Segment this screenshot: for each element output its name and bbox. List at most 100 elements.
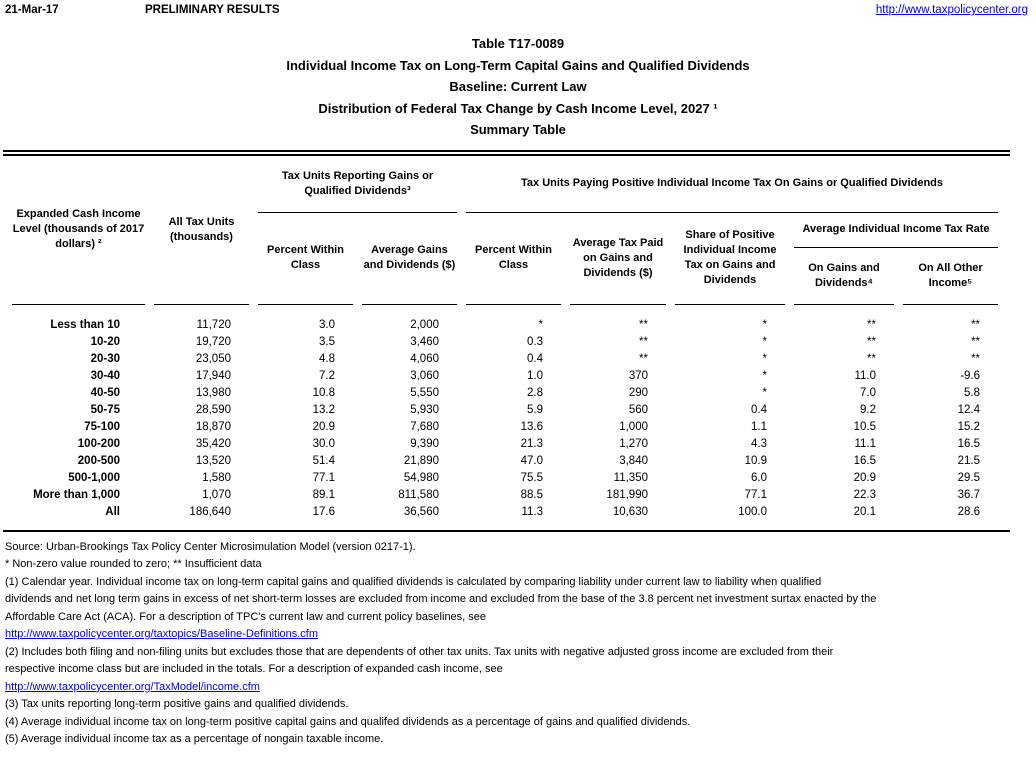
cell-value: 89.1 <box>312 489 335 501</box>
group-header-paying-tax: Tax Units Paying Positive Individual Inc… <box>466 156 999 213</box>
cell-value: 21.5 <box>957 455 981 467</box>
cell-value: 1,270 <box>619 438 648 450</box>
cell-value: * <box>762 387 767 399</box>
cell-value: 4.8 <box>319 353 335 365</box>
row-label: 50-75 <box>90 404 120 416</box>
row-label: 30-40 <box>90 370 120 382</box>
cell-value: 13.2 <box>312 404 335 416</box>
cell-value: ** <box>867 336 876 348</box>
group-header-average-tax-rate: Average Individual Income Tax Rate <box>794 213 999 248</box>
cell-value: 1,000 <box>619 421 648 433</box>
cell-value: 10.8 <box>312 387 335 399</box>
row-label: Less than 10 <box>50 319 120 331</box>
cell-value: 1,070 <box>202 489 231 501</box>
site-url-link[interactable]: http://www.taxpolicycenter.org <box>875 4 1028 16</box>
cell-value: 13.6 <box>520 421 543 433</box>
row-label: 200-500 <box>77 455 120 467</box>
cell-value: 186,640 <box>189 506 231 518</box>
cell-value: 47.0 <box>520 455 543 467</box>
cell-value: 7.0 <box>860 387 876 399</box>
cell-value: 16.5 <box>853 455 876 467</box>
table-row: 30-40 17,940 7.2 3,060 1.0 370 * 11.0 -9.6 <box>12 368 998 385</box>
table-row: 50-75 28,590 13.2 5,930 5.9 560 0.4 9.2 12.4 <box>12 402 998 419</box>
footnote-line: (1) Calendar year. Individual income tax… <box>5 575 822 588</box>
cell-value: 88.5 <box>520 489 543 501</box>
cell-value: 36,560 <box>403 506 439 518</box>
cell-value: 28,590 <box>195 404 231 416</box>
cell-value: 19,720 <box>195 336 231 348</box>
cell-value: 28.6 <box>957 506 981 518</box>
cell-value: * <box>762 353 767 365</box>
cell-value: 11,720 <box>196 319 231 331</box>
row-label: 20-30 <box>90 353 120 365</box>
cell-value: 35,420 <box>195 438 231 450</box>
cell-value: 36.7 <box>957 489 981 501</box>
cell-value: 1,580 <box>202 472 231 484</box>
cell-value: 1.0 <box>527 370 543 382</box>
footnote-line: (2) Includes both filing and non-filing … <box>5 645 834 658</box>
cell-value: 7.2 <box>319 370 335 382</box>
row-label: All <box>105 506 120 518</box>
cell-value: 77.1 <box>744 489 767 501</box>
footnotes: Source: Urban-Brookings Tax Policy Cente… <box>5 539 1036 749</box>
col-header-share-positive-tax: Share of Positive Individual Income Tax … <box>675 213 785 305</box>
cell-value: 20.9 <box>312 421 335 433</box>
col-header-income-level: Expanded Cash Income Level (thousands of… <box>12 156 145 305</box>
cell-value: 0.4 <box>751 404 767 416</box>
cell-value: 290 <box>628 387 648 399</box>
cell-value: 7,680 <box>410 421 439 433</box>
cell-value: 4,060 <box>410 353 439 365</box>
col-header-percent-within-class-reporting: Percent Within Class <box>258 213 353 305</box>
table-row: 500-1,000 1,580 77.1 54,980 75.5 11,350 6.0 20.… <box>12 470 998 487</box>
preliminary-results-label: PRELIMINARY RESULTS <box>145 4 280 16</box>
cell-value: * <box>538 319 543 331</box>
baseline-title: Baseline: Current Law <box>449 79 587 94</box>
cell-value: 3.0 <box>319 319 335 331</box>
cell-value: 15.2 <box>957 421 981 433</box>
cell-value: 75.5 <box>520 472 543 484</box>
col-header-average-tax-paid: Average Tax Paid on Gains and Dividends … <box>570 213 666 305</box>
cell-value: 5.9 <box>527 404 543 416</box>
cell-value: 11.3 <box>521 506 543 518</box>
cell-value: ** <box>867 353 876 365</box>
cell-value: 3,460 <box>410 336 439 348</box>
cell-value: 11.0 <box>854 370 876 382</box>
footnote-link[interactable]: http://www.taxpolicycenter.org/TaxModel/… <box>5 680 260 693</box>
cell-value: 5,930 <box>410 404 439 416</box>
table-row: 200-500 13,520 51.4 21,890 47.0 3,840 10.9 16.5… <box>12 453 998 470</box>
col-header-percent-within-class-paying: Percent Within Class <box>466 213 561 305</box>
cell-value: * <box>762 370 767 382</box>
cell-value: 9,390 <box>410 438 439 450</box>
table-top-double-rule <box>3 149 1010 156</box>
cell-value: 10.9 <box>744 455 767 467</box>
cell-value: 5.8 <box>964 387 981 399</box>
cell-value: 4.3 <box>751 438 767 450</box>
cell-value: 13,980 <box>195 387 231 399</box>
cell-value: 181,990 <box>606 489 648 501</box>
cell-value: 10,630 <box>612 506 648 518</box>
row-label: 75-100 <box>84 421 120 433</box>
col-header-on-all-other-income: On All Other Income⁵ <box>903 248 999 305</box>
cell-value: 370 <box>628 370 648 382</box>
row-label: More than 1,000 <box>33 489 120 501</box>
cell-value: ** <box>639 336 648 348</box>
summary-table: Expanded Cash Income Level (thousands of… <box>3 156 1007 521</box>
table-number-title: Table T17-0089 <box>471 36 565 51</box>
row-label: 10-20 <box>90 336 120 348</box>
cell-value: ** <box>639 319 648 331</box>
cell-value: * <box>762 319 767 331</box>
footnote-line: http://www.taxpolicycenter.org/TaxModel/… <box>5 679 1036 697</box>
cell-value: 23,050 <box>195 353 231 365</box>
cell-value: 22.3 <box>853 489 876 501</box>
footnote-link[interactable]: http://www.taxpolicycenter.org/taxtopics… <box>5 628 319 640</box>
cell-value: ** <box>639 353 648 365</box>
cell-value: ** <box>971 353 981 365</box>
table-row: 20-30 23,050 4.8 4,060 0.4 ** * ** ** <box>12 351 998 368</box>
cell-value: 560 <box>628 404 648 416</box>
cell-value: 10.5 <box>853 421 876 433</box>
table-row: More than 1,000 1,070 89.1 811,580 88.5 181,9… <box>12 487 998 504</box>
cell-value: ** <box>971 336 981 348</box>
footnote-line: dividends and net long term gains in exc… <box>5 593 877 605</box>
cell-value: -9.6 <box>960 370 981 382</box>
